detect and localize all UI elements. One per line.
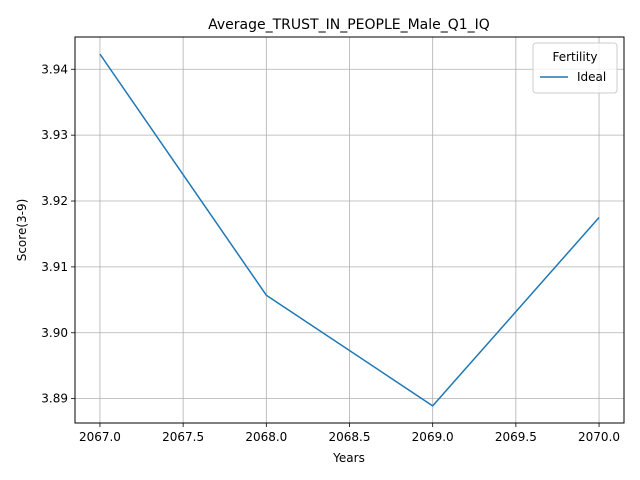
y-axis-title: Score(3-9) xyxy=(15,199,29,262)
x-axis-ticks: 2067.0 2067.5 2068.0 2068.5 2069.0 2069.5 2070… xyxy=(79,423,620,444)
legend-box xyxy=(532,42,618,94)
x-tick-label: 2067.0 xyxy=(79,430,121,444)
y-tick-label: 3.93 xyxy=(41,128,68,142)
y-axis-ticks: 3.89 3.90 3.91 3.92 3.93 3.94 xyxy=(41,62,75,406)
legend-label-ideal: Ideal xyxy=(577,70,606,84)
y-tick-label: 3.94 xyxy=(41,62,68,76)
x-tick-label: 2069.0 xyxy=(412,430,454,444)
y-tick-label: 3.89 xyxy=(41,392,68,406)
series-line-ideal xyxy=(99,53,600,407)
x-tick-label: 2067.5 xyxy=(162,430,204,444)
y-tick-label: 3.92 xyxy=(41,194,68,208)
y-tick-label: 3.91 xyxy=(41,260,68,274)
legend-title: Fertility xyxy=(552,50,597,64)
x-tick-label: 2068.5 xyxy=(329,430,371,444)
y-tick-label: 3.90 xyxy=(41,326,68,340)
x-tick-label: 2069.5 xyxy=(495,430,537,444)
chart-title: Average_TRUST_IN_PEOPLE_Male_Q1_IQ xyxy=(208,17,490,33)
legend: Fertility Ideal xyxy=(532,42,618,94)
x-axis-title: Years xyxy=(332,451,365,465)
series-lines xyxy=(99,53,600,407)
x-tick-label: 2068.0 xyxy=(245,430,287,444)
x-tick-label: 2070.0 xyxy=(578,430,620,444)
grid-lines xyxy=(75,37,624,423)
